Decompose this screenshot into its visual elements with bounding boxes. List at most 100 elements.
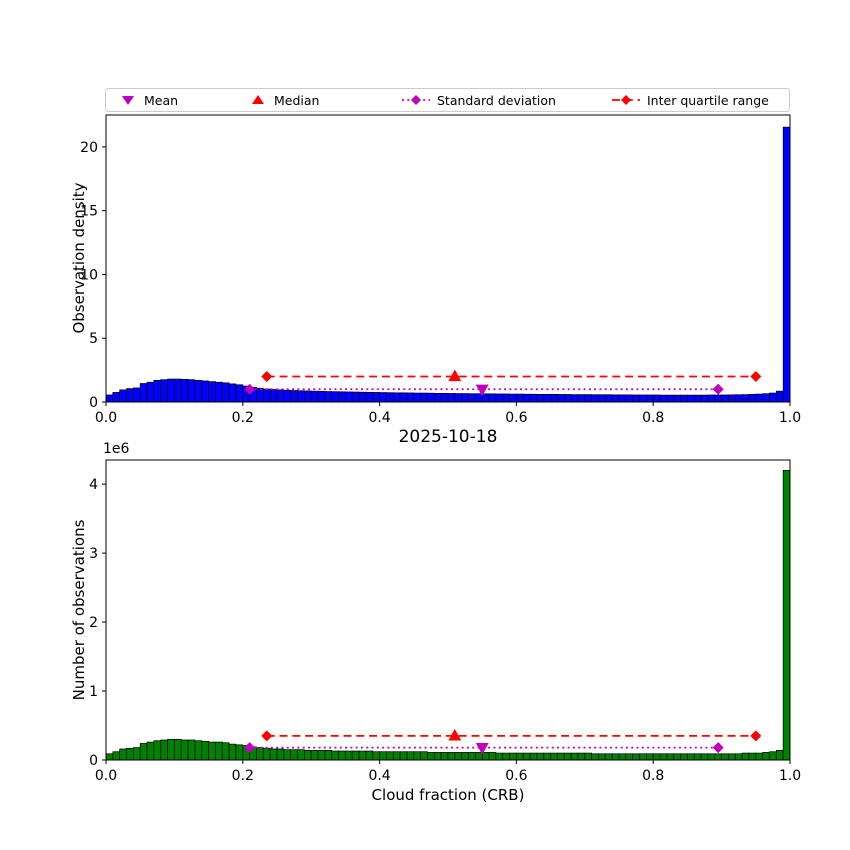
histogram-bar [550,394,558,403]
x-tick-label: 0.8 [642,410,664,426]
histogram-bar [133,747,141,761]
histogram-bar [146,381,155,403]
histogram-bar [365,750,374,761]
histogram-bar [201,380,209,403]
histogram-bar [310,390,319,403]
histogram-bar [741,752,750,761]
median-marker [448,369,462,382]
histogram-bar [639,753,647,761]
histogram-bar [208,741,216,761]
iqr-marker-icon [612,95,640,105]
histogram-bar [221,382,230,403]
histogram-bar [591,753,599,761]
x-tick-label: 1.0 [779,410,801,426]
histogram-bar [105,394,114,403]
histogram-bar [625,753,634,761]
histogram-bar [577,394,586,403]
legend-label-std: Standard deviation [437,92,556,108]
histogram-bar [509,393,517,403]
histogram-bar [680,753,688,761]
y-tick-label: 3 [89,546,98,562]
mean-marker [475,742,489,755]
histogram-bar [167,738,175,761]
histogram-bar [673,753,681,761]
x-tick-label: 1.0 [779,768,801,784]
y-tick-label: 5 [89,331,98,347]
histogram-bar [714,753,722,761]
histogram-bar [139,743,148,761]
histogram-bar [146,741,155,761]
x-tick-label: 0.0 [95,768,117,784]
histogram-bar [262,388,271,403]
histogram-bar [447,393,456,403]
histogram-bar [666,753,675,761]
histogram-bar [652,753,661,761]
histogram-bar [557,394,565,403]
histogram-bar [516,752,524,761]
legend-label-mean: Mean [144,92,179,108]
histogram-bar [386,751,394,761]
histogram-bar [693,753,702,761]
histogram-bar [119,389,127,403]
histogram-bar [126,747,134,761]
histogram-bar [741,394,750,403]
histogram-bar [529,393,538,403]
histogram-bar [680,394,688,403]
histogram-bar [317,749,326,761]
histogram-bar [256,747,264,761]
histogram-bar [105,753,114,761]
histogram-bar [707,753,716,761]
histogram-bar [297,390,305,403]
histogram-bar [659,394,668,403]
y-tick-label: 4 [89,477,98,493]
histogram-bar [228,743,237,761]
histogram-bar [522,752,531,761]
y-tick-label: 0 [89,753,98,769]
histogram-bar [440,752,449,761]
histogram-bar [563,394,572,403]
histogram-bar [536,394,545,403]
histogram-bar [782,469,791,761]
mean-marker [475,384,489,397]
histogram-bar [187,379,196,403]
legend-item-iqr: Inter quartile range [611,89,769,111]
histogram-bar [646,394,654,403]
histogram-bar [180,378,189,403]
legend-label-median: Median [274,92,320,108]
histogram-bar [440,392,449,403]
histogram-bar [269,389,278,403]
histogram-bar [201,741,209,761]
histogram-bar [235,384,244,403]
histogram-bar [269,748,278,761]
histogram-bar [338,750,346,761]
histogram-bar [345,391,353,403]
histogram-bar [331,391,339,403]
histogram-bar [167,378,175,403]
histogram-bar [748,752,757,761]
histogram-bar [256,387,264,403]
histogram-bar [174,738,182,761]
histogram-bar [475,752,483,761]
histogram-bar [290,749,298,761]
histogram-bar [112,392,121,403]
y-axis-label-top: Observation density [70,182,88,334]
histogram-bar [317,390,326,403]
y-axis-offset-text: 1e6 [103,441,130,457]
histogram-bar [502,393,510,403]
histogram-bar [153,740,162,761]
histogram-bar [133,387,141,403]
std-endpoint-marker [712,742,724,754]
histogram-bar [584,752,592,761]
histogram-bar [194,740,203,761]
histogram-bar [755,393,763,403]
histogram-bar [304,749,312,761]
mean-marker-icon [122,96,134,105]
histogram-bar [235,744,244,761]
histogram-bar [782,126,791,403]
histogram-bar [673,394,681,403]
histogram-bar [543,752,551,761]
histogram-bar [276,748,285,761]
histogram-bar [632,394,640,403]
histogram-bar [406,751,415,761]
